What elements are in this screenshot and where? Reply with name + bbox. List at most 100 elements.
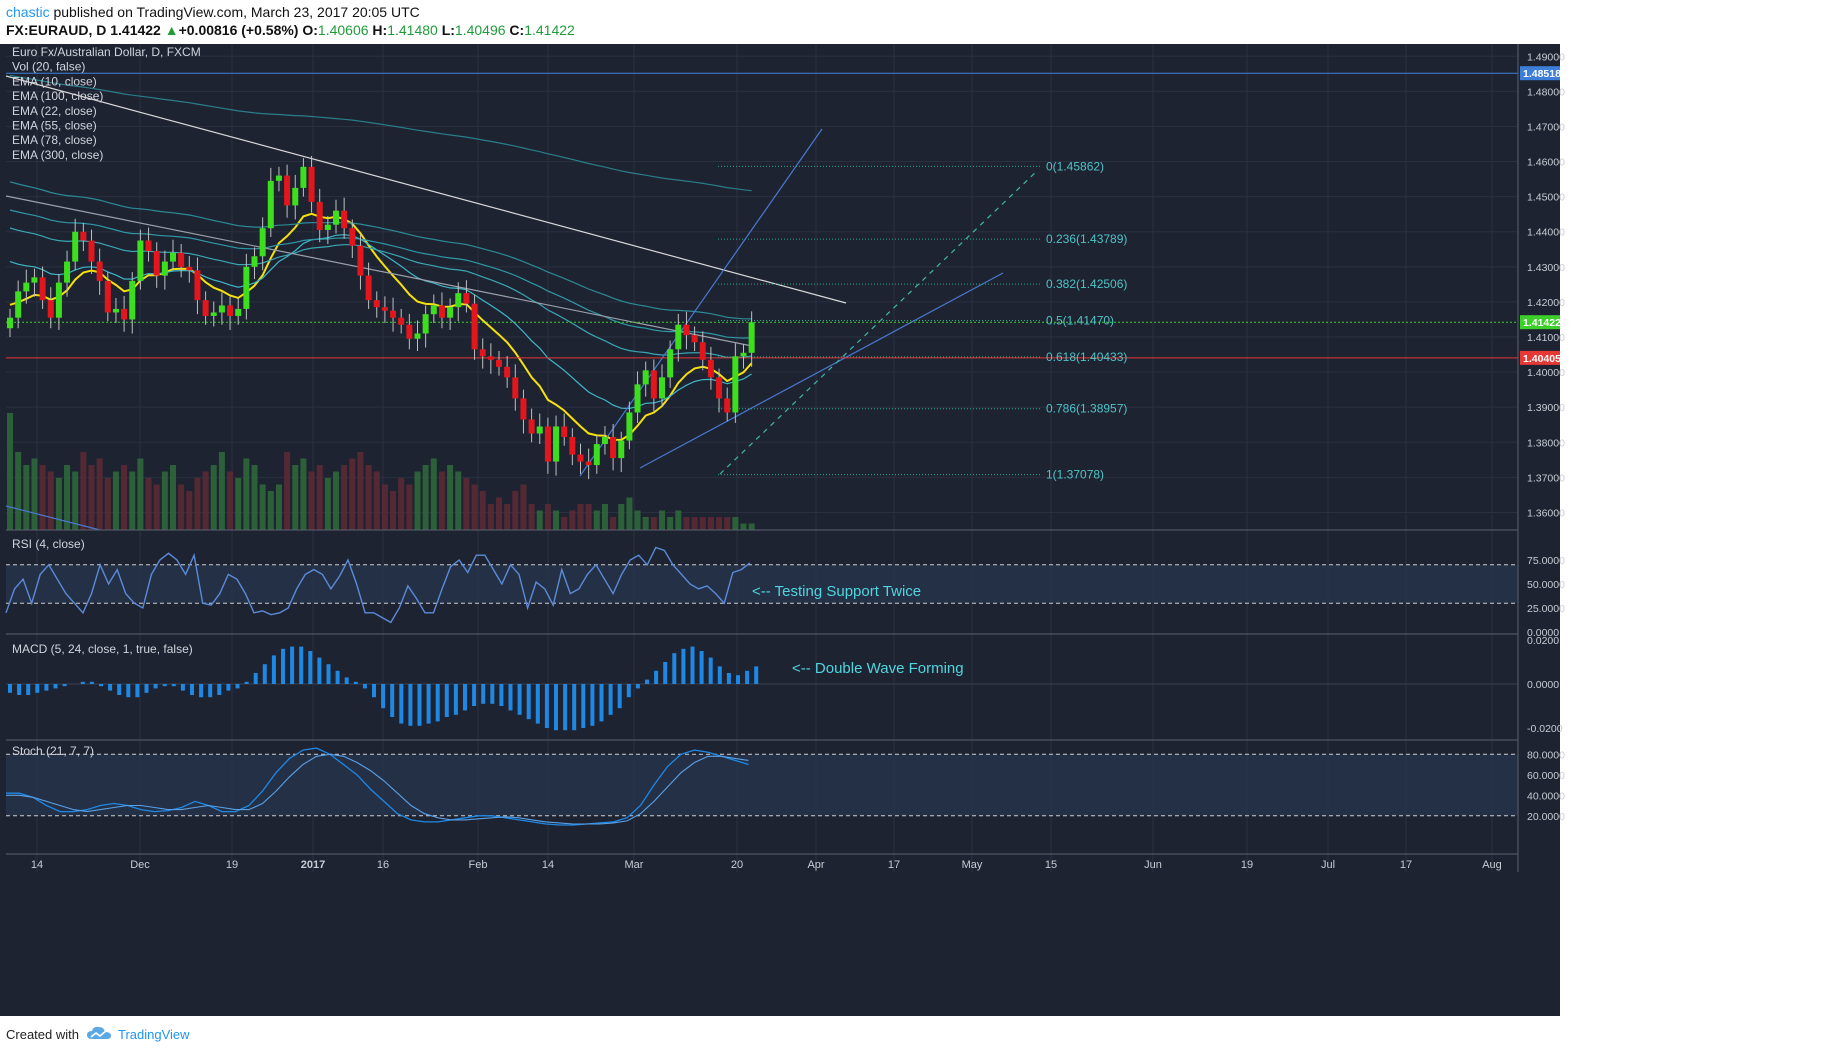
candle-body [528, 419, 535, 434]
candle-body [593, 444, 600, 466]
macd-histogram-bar [372, 684, 376, 698]
open-label: O: [302, 22, 318, 38]
candle-body [324, 224, 331, 230]
volume-bar [365, 465, 372, 530]
candle-body [186, 266, 193, 271]
macd-histogram-bar [554, 684, 558, 731]
volume-bar [520, 484, 527, 530]
macd-histogram-bar [626, 684, 631, 698]
volume-bar [479, 491, 486, 530]
volume-bar [194, 478, 201, 530]
candle-body [365, 275, 372, 301]
macd-histogram-bar [563, 684, 568, 731]
candle-body [414, 333, 421, 339]
volume-bar [610, 517, 617, 530]
author-link[interactable]: chastic [6, 4, 50, 20]
macd-histogram-bar [153, 684, 158, 689]
macd-histogram-bar [435, 684, 440, 722]
candle-body [227, 305, 234, 316]
volume-bar [577, 504, 584, 530]
volume-bar [724, 517, 731, 530]
macd-histogram-bar [208, 684, 213, 698]
volume-bar [284, 452, 291, 530]
price-tick-label: 1.49000 [1527, 51, 1565, 63]
tradingview-brand-link[interactable]: TradingView [118, 1027, 190, 1042]
volume-bar [96, 458, 103, 530]
price-tick-label: 1.39000 [1527, 402, 1565, 414]
trend-line [639, 272, 1004, 469]
price-tick-label: 1.44000 [1527, 227, 1565, 239]
macd-histogram-bar [654, 670, 659, 684]
candle-body [121, 308, 128, 320]
candle-body [7, 317, 13, 329]
ema-line [9, 181, 752, 320]
ohlc-line: FX:EURAUD, D 1.41422 ▲+0.00816 (+0.58%) … [6, 22, 575, 38]
macd-histogram-bar [390, 684, 395, 717]
volume-bar [178, 484, 185, 530]
candle-body [137, 240, 144, 281]
trend-line [5, 195, 753, 347]
price-badge-label: 1.40405 [1523, 353, 1561, 365]
fib-level-label: 0.786(1.38957) [1046, 402, 1127, 416]
macd-histogram-bar [681, 648, 686, 684]
volume-bar [406, 484, 413, 530]
volume-bar [227, 471, 234, 530]
volume-bar [667, 517, 674, 530]
volume-bar [333, 471, 339, 530]
macd-histogram-bar [89, 681, 94, 684]
volume-bar [463, 478, 470, 530]
candle-body [732, 356, 739, 413]
volume-bar [683, 517, 690, 530]
legend-item: Euro Fx/Australian Dollar, D, FXCM [12, 45, 201, 59]
high-label: H: [372, 22, 388, 38]
candle-body [88, 240, 95, 262]
volume-bar [137, 458, 144, 530]
candle-body [243, 266, 250, 309]
candle-body [381, 307, 388, 311]
macd-histogram-bar [317, 657, 322, 684]
macd-histogram-bar [253, 673, 258, 684]
volume-bar [251, 465, 258, 530]
macd-histogram-bar [726, 673, 731, 684]
price-tick-label: 1.46000 [1527, 157, 1565, 169]
candle-body [235, 308, 242, 316]
candle-body [610, 437, 617, 459]
trend-line [719, 169, 1039, 475]
candle-body [707, 359, 714, 378]
candle-body [284, 175, 291, 206]
macd-tick-label: 0.0000 [1527, 679, 1559, 691]
macd-histogram-bar [663, 662, 668, 684]
tradingview-cloud-icon[interactable] [86, 1025, 112, 1041]
time-tick-label: Dec [130, 859, 150, 871]
candle-body [161, 261, 168, 276]
candle-body [341, 210, 348, 229]
volume-bar [601, 504, 608, 530]
macd-histogram-bar [699, 651, 704, 684]
volume-bar [487, 504, 494, 530]
candle-body [259, 228, 266, 257]
volume-bar [357, 452, 364, 530]
volume-bar [618, 504, 625, 530]
price-tick-label: 1.43000 [1527, 262, 1565, 274]
volume-bar [31, 458, 38, 530]
macd-histogram-bar [544, 684, 549, 728]
legend-item: EMA (22, close) [12, 104, 97, 118]
trend-line [5, 75, 847, 304]
macd-histogram-bar [717, 666, 722, 684]
candle-body [430, 305, 437, 315]
fib-retracement[interactable]: 0(1.45862) 0.236(1.43789) 0.382(1.42506) 0.… [718, 159, 1127, 482]
volume-bars [7, 413, 755, 530]
volume-bar [235, 478, 242, 530]
candle-body [300, 166, 307, 188]
macd-histogram-bar [335, 670, 340, 684]
candle-body [479, 349, 486, 357]
macd-histogram-bar [281, 648, 285, 684]
chart-canvas[interactable]: 0(1.45862) 0.236(1.43789) 0.382(1.42506) 0.… [0, 44, 1824, 1016]
volume-bar [675, 510, 682, 530]
volume-bar [153, 484, 160, 530]
rsi-tick-label: 25.0000 [1527, 603, 1565, 615]
candle-body [251, 256, 258, 267]
price-tick-label: 1.37000 [1527, 472, 1565, 484]
macd-histogram-bar [499, 684, 504, 706]
candle-body [64, 261, 71, 283]
